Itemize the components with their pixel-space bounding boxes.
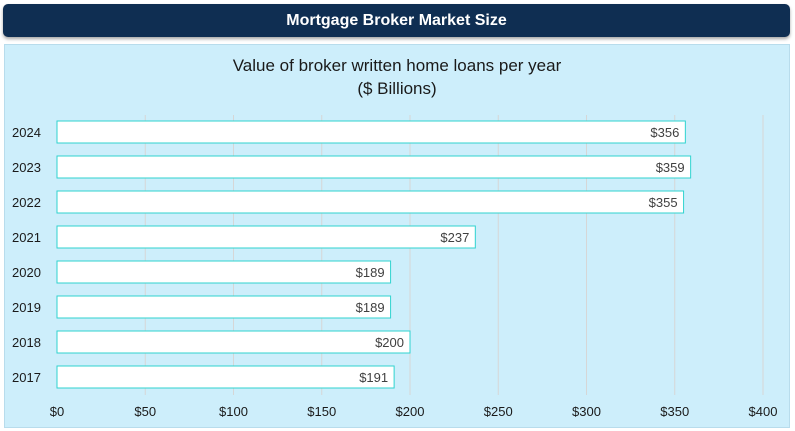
bar-value-label: $359: [656, 160, 685, 175]
x-tick-label: $300: [572, 404, 601, 419]
bar: [56, 330, 411, 354]
bar: [56, 260, 392, 284]
category-label: 2018: [12, 335, 41, 350]
bar-value-label: $191: [359, 370, 388, 385]
x-tick-label: $350: [660, 404, 689, 419]
category-label: 2021: [12, 230, 41, 245]
chart-subtitle: ($ Billions): [357, 79, 437, 98]
x-tick-label: $0: [50, 404, 64, 419]
x-tick-label: $100: [219, 404, 248, 419]
bar-value-label: $237: [440, 230, 469, 245]
bar-value-label: $200: [375, 335, 404, 350]
category-label: 2020: [12, 265, 41, 280]
category-labels: 2024 2023 2022 2021 2020 2019 2018 2017: [12, 125, 41, 385]
x-tick-label: $250: [484, 404, 513, 419]
category-label: 2019: [12, 300, 41, 315]
bar: [56, 225, 476, 249]
bar-value-label: $355: [649, 195, 678, 210]
x-tick-label: $200: [396, 404, 425, 419]
category-label: 2017: [12, 370, 41, 385]
category-label: 2022: [12, 195, 41, 210]
category-label: 2023: [12, 160, 41, 175]
x-tick-labels: $0 $50 $100 $150 $200 $250 $300 $350 $400: [50, 404, 778, 419]
bar: [56, 155, 692, 179]
bar: [56, 190, 685, 214]
chart-title: Value of broker written home loans per y…: [232, 56, 562, 75]
bar-value-label: $356: [650, 125, 679, 140]
bar-value-label: $189: [356, 300, 385, 315]
bar: [56, 120, 686, 144]
bar: [56, 295, 392, 319]
x-tick-label: $50: [134, 404, 156, 419]
x-tick-label: $150: [307, 404, 336, 419]
bar-value-label: $189: [356, 265, 385, 280]
bar: [56, 365, 395, 389]
header-banner: Mortgage Broker Market Size: [3, 4, 790, 37]
bars: $356 $359 $355 $237 $189 $189 $200 $191: [56, 120, 692, 389]
header-title: Mortgage Broker Market Size: [286, 11, 507, 29]
chart-title-block: Value of broker written home loans per y…: [4, 54, 790, 100]
category-label: 2024: [12, 125, 41, 140]
x-tick-label: $400: [749, 404, 778, 419]
